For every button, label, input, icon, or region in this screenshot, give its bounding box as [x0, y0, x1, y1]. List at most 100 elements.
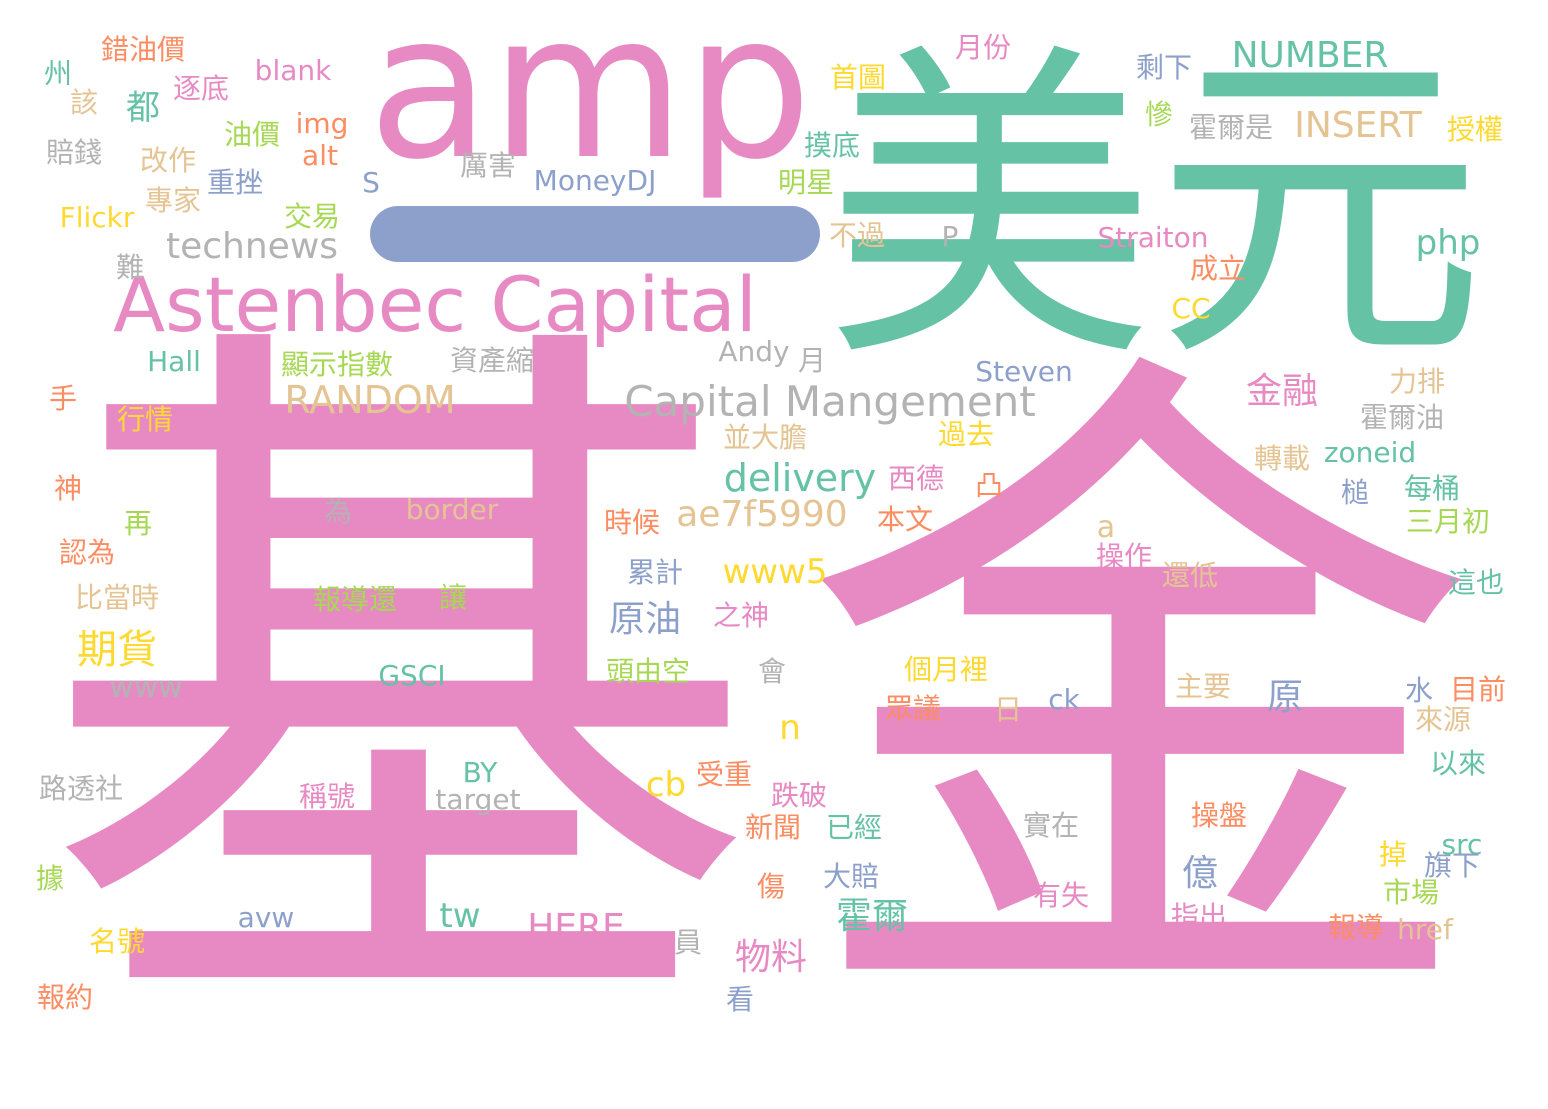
word-zhongyi: 眾議: [884, 692, 942, 725]
word-shizai: 實在: [1022, 809, 1080, 842]
word-mingxing: 明星: [777, 166, 835, 199]
word-cuoyoujia: 錯油價: [100, 33, 186, 66]
word-chui: 槌: [1340, 476, 1370, 509]
word-peiqian: 賠錢: [45, 136, 103, 169]
word-liaiji: 力排: [1388, 365, 1446, 398]
word-zhuanzai: 轉載: [1253, 442, 1311, 475]
word-shou: 手: [48, 382, 78, 415]
word-gai: 該: [69, 86, 99, 119]
word-baoyue: 報約: [36, 981, 94, 1014]
word-yilai: 以來: [1429, 747, 1487, 780]
word-jiaoyi: 交易: [283, 200, 341, 233]
word-zhou: 州: [43, 57, 73, 90]
word-steven: Steven: [975, 355, 1073, 388]
word-yi: 億: [1181, 853, 1219, 894]
word-diao: 掉: [1378, 838, 1408, 871]
word-nan: 難: [115, 251, 145, 284]
word-delivery: delivery: [723, 456, 877, 500]
word-xianshi: 顯示指數: [280, 348, 394, 381]
word-shouquan: 授權: [1446, 113, 1504, 146]
word-jin: 金: [800, 304, 1480, 1095]
word-by: BY: [462, 756, 498, 789]
word-gueli: 個月裡: [903, 653, 989, 686]
word-s: S: [362, 166, 380, 199]
word-moneydj: MoneyDJ: [533, 164, 657, 197]
word-mei: 美: [825, 18, 1155, 402]
word-ji: 基: [40, 271, 760, 1109]
word-ae7f5990: ae7f5990: [676, 494, 848, 535]
highlight-bar: [370, 206, 820, 262]
word-zhongcuo: 重挫: [206, 166, 264, 199]
word-yuan2: 原: [1266, 677, 1304, 718]
word-zhudi: 逐底: [172, 72, 230, 105]
word-shui: 水: [1404, 674, 1434, 707]
word-chengli: 成立: [1189, 252, 1247, 285]
word-n: n: [779, 708, 801, 748]
word-zhuanjia: 專家: [144, 184, 202, 217]
word-ri: 日: [993, 693, 1023, 726]
word-img: img: [295, 107, 349, 140]
word-capital-mangement: Capital Mangement: [624, 377, 1036, 426]
word-astenbec: Astenbec Capital: [113, 260, 757, 349]
word-caopan: 操盤: [1190, 799, 1248, 832]
word-rang: 讓: [438, 581, 468, 614]
word-php: php: [1415, 223, 1481, 263]
word-can: 慘: [1144, 98, 1174, 131]
word-benwen: 本文: [876, 503, 934, 536]
word-laiyuan: 來源: [1414, 703, 1472, 736]
word-yuefen: 月份: [954, 31, 1012, 64]
word-shang: 傷: [756, 870, 786, 903]
word-here: HERE: [527, 907, 625, 948]
word-href: href: [1397, 913, 1453, 946]
word-bidangshi: 比當時: [74, 581, 160, 614]
word-blank: blank: [254, 54, 332, 87]
word-youjia: 油價: [223, 118, 281, 151]
word-tu: 凸: [974, 469, 1004, 502]
word-amp: amp: [367, 0, 813, 204]
word-lihai: 厲害: [459, 149, 517, 182]
word-border: border: [405, 493, 499, 526]
word-renwei: 認為: [58, 536, 116, 569]
word-zheye: 這也: [1447, 566, 1505, 599]
word-leiji: 累計: [626, 556, 684, 589]
word-shihou: 時候: [603, 506, 661, 539]
word-zhichu: 指出: [1170, 900, 1228, 933]
word-youshi: 有失: [1032, 879, 1090, 912]
word-flickr: Flickr: [59, 201, 135, 234]
word-shen: 神: [53, 472, 83, 505]
word-shengxia: 剩下: [1135, 51, 1193, 84]
word-www: www: [109, 670, 183, 705]
word-huoershi: 霍爾是: [1188, 111, 1274, 144]
word-number: NUMBER: [1231, 35, 1389, 76]
word-baodaohuan: 報導還: [312, 583, 398, 616]
word-cb: cb: [645, 765, 687, 805]
word-tw: tw: [439, 896, 481, 936]
word-huoer: 霍爾: [835, 896, 909, 937]
word-a: a: [1096, 510, 1116, 545]
word-technews: technews: [165, 226, 339, 267]
word-bingdadan: 並大膽: [722, 421, 808, 454]
word-hangqing: 行情: [116, 403, 174, 436]
word-gaizuo: 改作: [139, 144, 197, 177]
word-qixia: 旗下: [1423, 849, 1481, 882]
word-moodi: 摸底: [803, 129, 861, 162]
word-dapei: 大賠: [822, 860, 880, 893]
word-target: target: [435, 783, 521, 816]
word-zichansuo: 資產縮: [449, 344, 535, 377]
word-zhishen: 之神: [712, 599, 770, 632]
word-diepo: 跌破: [770, 779, 828, 812]
word-buguo: 不過: [828, 219, 886, 252]
word-alt: alt: [302, 139, 338, 172]
word-yuan: 元: [1155, 18, 1485, 402]
word-hall: Hall: [147, 345, 201, 378]
word-lutou: 路透社: [38, 772, 124, 805]
word-random: RANDOM: [284, 378, 456, 422]
word-jinrong: 金融: [1245, 371, 1319, 412]
word-xinwen: 新聞: [744, 811, 802, 844]
word-wuliao: 物料: [734, 937, 808, 978]
word-shouye: 首圖: [829, 61, 887, 94]
word-yijing: 已經: [825, 811, 883, 844]
word-ck: ck: [1048, 683, 1080, 716]
word-p: P: [941, 220, 959, 253]
word-www5: www5: [722, 552, 828, 592]
